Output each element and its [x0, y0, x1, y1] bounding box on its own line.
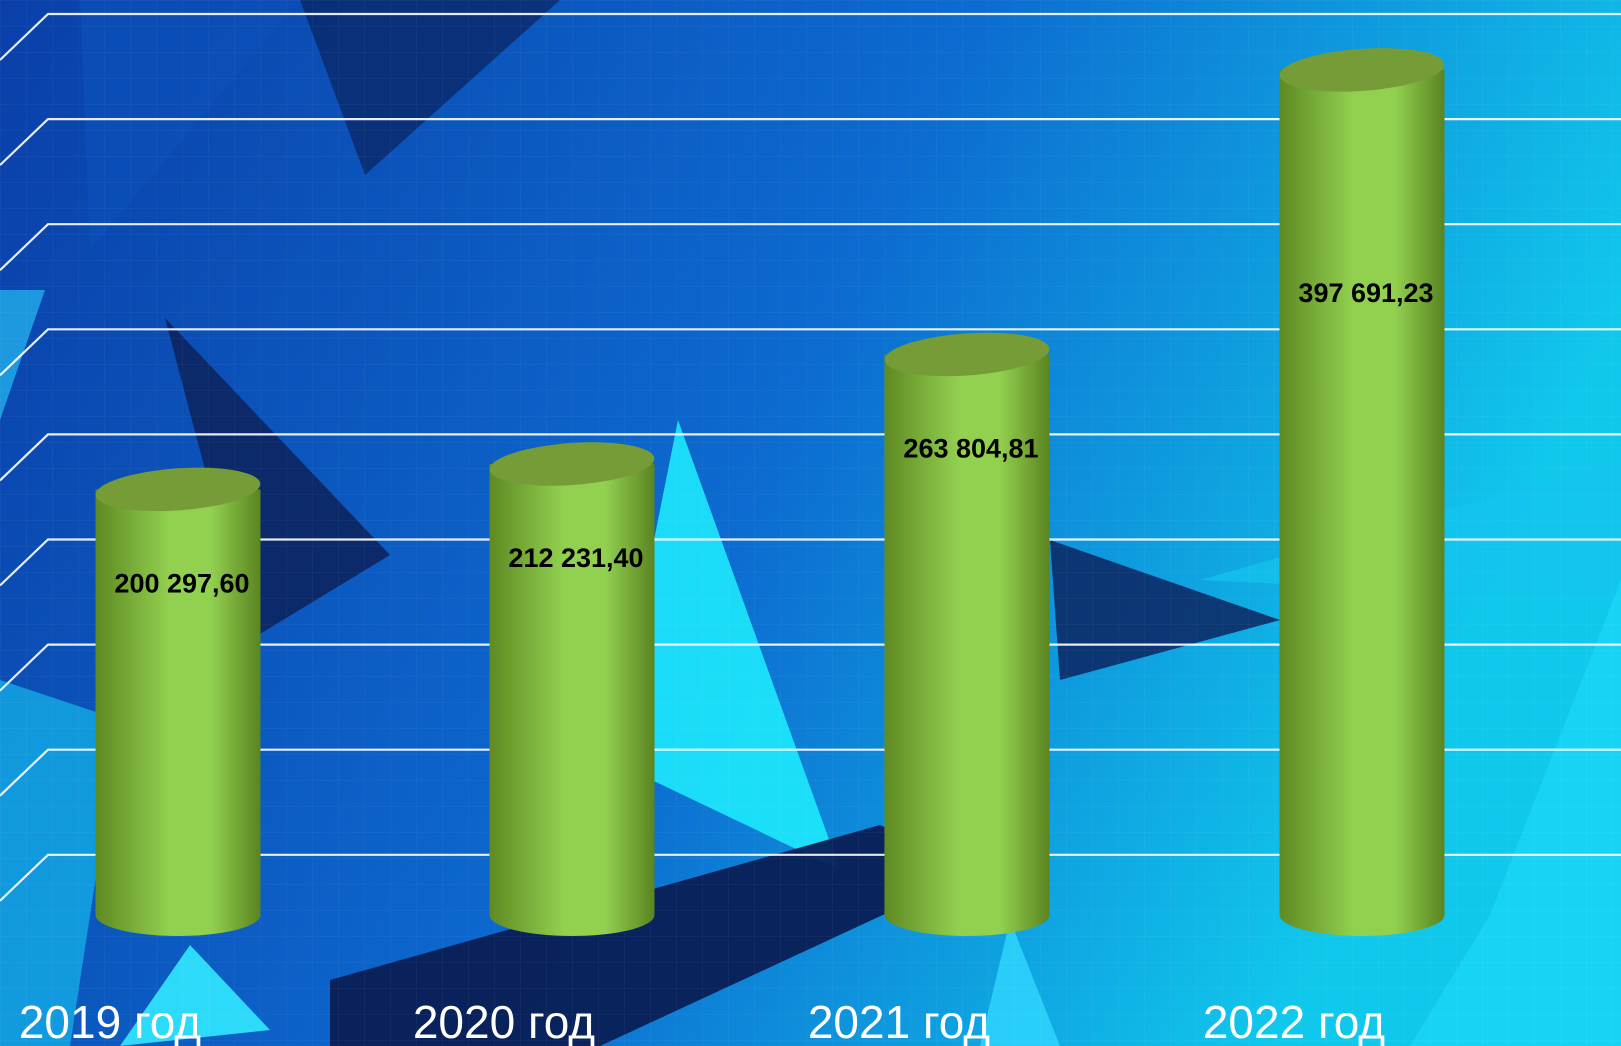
decor-line	[0, 118, 1621, 166]
bar-top	[1279, 48, 1445, 92]
decor-line	[0, 748, 1621, 797]
bar	[95, 489, 261, 936]
bar	[1279, 69, 1445, 937]
cylinder: 263 804,81	[884, 332, 1050, 937]
x-tick-label: 2022 год	[1203, 996, 1385, 1046]
cylinder: 200 297,60	[95, 467, 261, 936]
bar-top	[884, 332, 1050, 377]
decor-line	[0, 538, 1621, 587]
decor-line	[0, 328, 1621, 377]
cylinder: 212 231,40	[489, 442, 655, 937]
decor-line	[0, 12, 1621, 61]
x-tick-label: 2020 год	[413, 996, 595, 1046]
value-label: 212 231,40	[508, 543, 643, 573]
bar-top	[95, 467, 261, 512]
value-label: 263 804,81	[903, 434, 1038, 464]
decor-line	[0, 643, 1621, 692]
bar	[884, 354, 1050, 937]
decor-lines	[0, 12, 1621, 902]
x-tick-label: 2019 год	[19, 996, 201, 1046]
value-label: 397 691,23	[1298, 278, 1433, 308]
bar-top	[489, 442, 655, 486]
cylinder: 397 691,23	[1279, 48, 1445, 937]
decor-line	[0, 853, 1621, 902]
plot-area: 200 297,60 2019 год 212 231,40 2020 год 263 …	[19, 48, 1445, 1046]
decor-line	[0, 223, 1621, 271]
x-tick-label: 2021 год	[808, 996, 990, 1046]
decor-line	[0, 433, 1621, 482]
value-label: 200 297,60	[114, 568, 249, 598]
bar	[489, 464, 655, 937]
